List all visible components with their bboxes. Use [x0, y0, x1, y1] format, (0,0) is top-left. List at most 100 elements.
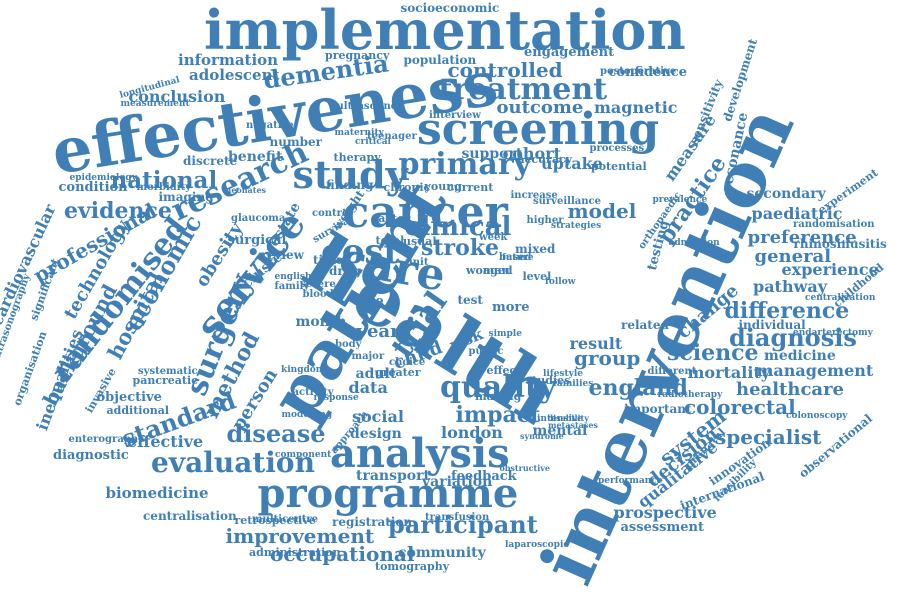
word: young: [424, 179, 462, 193]
word: families: [553, 378, 594, 389]
word: adolescent: [189, 65, 280, 84]
word: factor: [373, 211, 411, 225]
word: critical: [355, 136, 391, 147]
word: diagnostic: [53, 447, 129, 463]
word: population: [403, 53, 477, 67]
word: diagnosis: [729, 323, 857, 352]
word: week: [479, 232, 508, 243]
word: biomedicine: [105, 483, 209, 502]
word: medicine: [764, 348, 836, 364]
word: science: [667, 340, 759, 366]
word: test: [457, 293, 483, 307]
word: difference: [724, 298, 850, 324]
word: participant: [388, 510, 538, 539]
word: blood: [302, 289, 334, 300]
word: controlled: [447, 58, 563, 82]
word: total: [375, 233, 405, 247]
word: confidence: [608, 64, 688, 80]
word: family: [274, 281, 310, 292]
word: making: [475, 389, 522, 403]
word: mortality: [687, 363, 771, 382]
word: higher: [526, 215, 564, 226]
word: engagement: [524, 44, 615, 60]
word: multicentre: [252, 514, 319, 525]
word: pathway: [753, 277, 828, 296]
word: general: [754, 246, 832, 267]
word: teenager: [367, 131, 417, 142]
word: body: [335, 339, 362, 350]
word: glaucoma: [231, 213, 286, 224]
word: year: [356, 321, 400, 342]
word: processes: [589, 143, 645, 154]
word: related: [621, 318, 669, 332]
word: increase: [510, 190, 558, 201]
word: support: [461, 146, 523, 162]
word: mixed: [515, 242, 556, 256]
word: impact: [455, 402, 541, 428]
word: centralisation: [143, 509, 237, 523]
word: design: [350, 426, 402, 442]
word: centralization: [805, 292, 876, 303]
word: paediatric: [751, 204, 843, 223]
word: prevalence: [652, 194, 708, 205]
word: national: [110, 166, 218, 194]
word: management: [756, 361, 874, 380]
word: screening: [417, 104, 660, 155]
word: accuracy: [517, 152, 573, 166]
word: level: [522, 269, 552, 283]
word: metastases: [548, 420, 598, 430]
word: preference: [747, 227, 857, 248]
word: life: [360, 293, 384, 309]
word: cohort: [502, 144, 562, 163]
word: activity: [292, 387, 334, 398]
word: additional: [106, 403, 170, 417]
word: maternity: [334, 127, 384, 138]
word: social: [352, 407, 404, 426]
word: experiment: [815, 165, 881, 217]
word: model: [567, 199, 637, 223]
word: unit: [405, 257, 429, 268]
word: experience: [781, 260, 879, 279]
word: individual: [738, 318, 806, 332]
word: implementation: [204, 0, 686, 62]
word: adult: [355, 366, 397, 382]
word: severe: [300, 279, 336, 290]
word: condition: [58, 179, 128, 195]
word: admission: [668, 237, 720, 248]
word: laparoscopic: [505, 539, 569, 550]
word: time: [313, 253, 344, 267]
word: postoperative: [600, 66, 677, 77]
word: randomisation: [793, 219, 875, 230]
word: english: [274, 271, 312, 282]
word: specialist: [715, 425, 822, 449]
word: cost: [321, 232, 400, 272]
word: different: [647, 366, 697, 377]
word: major: [351, 351, 385, 362]
word: greater: [375, 365, 421, 379]
word: disability: [547, 413, 589, 423]
word: mental: [532, 423, 588, 439]
word: lifestyle: [543, 368, 584, 379]
word: data: [348, 378, 388, 397]
word: morbidity: [136, 182, 192, 193]
word: cancer: [342, 187, 508, 238]
word: ultrasound: [336, 101, 398, 112]
word: pancreatic: [132, 373, 198, 387]
word: measurement: [120, 98, 190, 109]
word: follow: [545, 276, 576, 287]
word: kingdom: [281, 364, 326, 375]
word: surgical: [227, 232, 287, 248]
word: colorectal: [684, 395, 796, 419]
word: based: [499, 252, 532, 263]
word: epidemiology: [69, 172, 137, 183]
word: imaging: [158, 190, 214, 204]
word: therapy: [333, 150, 381, 164]
word: result: [569, 334, 623, 353]
word: assessment: [620, 519, 704, 535]
word: aged: [483, 263, 513, 277]
word: administration: [249, 545, 341, 559]
word: transport: [356, 468, 430, 484]
word: healthcare: [736, 379, 844, 400]
word: syndrome: [520, 431, 564, 441]
word: endarterectomy: [793, 327, 873, 338]
